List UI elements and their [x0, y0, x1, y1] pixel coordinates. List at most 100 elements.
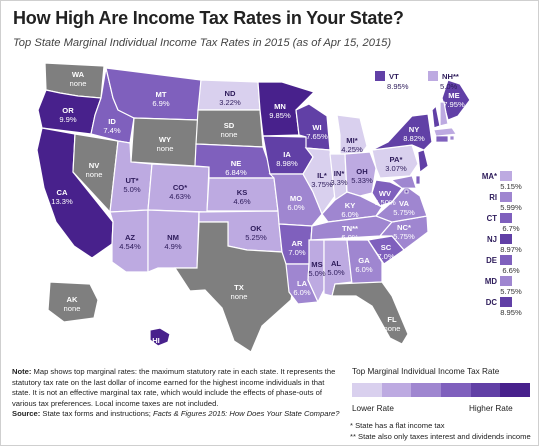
state-hi [149, 327, 171, 347]
state-label-va: VA [399, 199, 410, 208]
state-label-ky: KY [345, 201, 356, 210]
state-label-tx: TX [234, 283, 244, 292]
state-rate-hi: 11.0% [146, 345, 167, 354]
state-vt [431, 104, 441, 129]
callout-rate-dc: 8.95% [500, 308, 522, 317]
legend-swatch-6 [500, 383, 531, 397]
state-rate-ak: none [64, 304, 81, 313]
state-rate-ne: 6.84% [225, 168, 247, 177]
state-rate-wy: none [157, 144, 174, 153]
state-ri [449, 135, 455, 141]
state-rate-ar: 7.0% [288, 248, 306, 257]
state-rate-sd: none [221, 130, 238, 139]
note-text: Map shows top marginal rates: the maximu… [12, 367, 336, 408]
state-label-pa: PA* [390, 155, 403, 164]
state-md [391, 175, 417, 189]
state-ct [435, 135, 449, 143]
state-tx [173, 221, 297, 353]
legend-swatch-2 [381, 383, 412, 397]
state-rate-me: 7.95% [443, 100, 465, 109]
state-rate-nm: 4.9% [164, 242, 182, 251]
state-rate-wi: 7.65% [306, 132, 328, 141]
state-rate-va: 5.75% [393, 208, 415, 217]
state-label-ia: IA [283, 150, 291, 159]
state-rate-ok: 5.25% [245, 233, 267, 242]
state-rate-oh: 5.33% [351, 176, 373, 185]
state-label-nm: NM [167, 233, 179, 242]
state-ak [47, 281, 99, 323]
state-label-nd: ND [225, 89, 236, 98]
callout-swatch-nh [428, 71, 438, 81]
state-label-ms: MS [311, 260, 322, 269]
legend-swatch-5 [470, 383, 501, 397]
state-label-il: IL* [317, 171, 327, 180]
state-label-id: ID [108, 117, 116, 126]
state-rate-mt: 6.9% [152, 99, 170, 108]
state-label-or: OR [62, 106, 74, 115]
footnote-flat-tax: * State has a flat income tax [350, 421, 445, 430]
state-rate-tn: 6.0% [341, 233, 359, 242]
state-label-nv: NV [89, 161, 100, 170]
state-label-sd: SD [224, 121, 235, 130]
state-label-sc: SC [381, 243, 392, 252]
state-ma [433, 127, 457, 137]
state-label-nh: NH** [442, 72, 459, 81]
state-label-wv: WV [379, 189, 392, 198]
state-de [415, 175, 421, 185]
note-block: Note: Map shows top marginal rates: the … [12, 367, 342, 420]
state-rate-mo: 6.0% [287, 203, 305, 212]
state-layer [36, 62, 471, 353]
callout-swatch-vt [375, 71, 385, 81]
state-rate-mi: 4.25% [341, 145, 363, 154]
callout-swatch-nj [500, 234, 512, 244]
callout-label-de: DE [486, 256, 497, 265]
state-rate-nd: 3.22% [219, 98, 241, 107]
callout-rate-de: 6.6% [502, 266, 520, 275]
state-ny [371, 113, 433, 151]
callout-label-ct: CT [487, 214, 498, 223]
state-rate-nc: 5.75% [393, 232, 415, 241]
state-rate-la: 6.0% [293, 288, 311, 297]
legend-high-label: Higher Rate [469, 404, 513, 413]
state-label-fl: FL [387, 315, 397, 324]
state-nj [417, 149, 429, 173]
state-label-wy: WY [159, 135, 171, 144]
state-rate-ia: 8.98% [276, 159, 298, 168]
state-label-ok: OK [250, 224, 262, 233]
callout-label-ri: RI [489, 193, 497, 202]
state-label-ut: UT* [125, 176, 138, 185]
state-label-wi: WI [312, 123, 321, 132]
state-rate-or: 9.9% [59, 115, 77, 124]
state-label-tn: TN** [342, 224, 358, 233]
state-label-ca: CA [57, 188, 68, 197]
state-label-me: ME [448, 91, 459, 100]
callout-label-nj: NJ [487, 235, 497, 244]
state-rate-in: 3.3% [330, 178, 348, 187]
state-rate-nh: 5.0% [440, 82, 458, 91]
callout-rate-nj: 8.97% [500, 245, 522, 254]
state-rate-nv: none [86, 170, 103, 179]
legend-title: Top Marginal Individual Income Tax Rate [352, 367, 500, 376]
state-rate-ms: 5.0% [308, 269, 326, 278]
callout-swatch-dc [500, 297, 512, 307]
state-label-ny: NY [409, 125, 420, 134]
state-rate-ga: 6.0% [355, 265, 373, 274]
callout-rate-md: 5.75% [500, 287, 522, 296]
callout-label-ma: MA* [482, 172, 498, 181]
state-label-ga: GA [358, 256, 370, 265]
legend-swatch-1 [352, 383, 382, 397]
callout-label-md: MD [485, 277, 497, 286]
state-label-ne: NE [231, 159, 242, 168]
callout-label-dc: DC [486, 298, 498, 307]
state-rate-ut: 5.0% [123, 185, 141, 194]
legend-low-label: Lower Rate [352, 404, 394, 413]
source-text: State tax forms and instructions; [42, 409, 153, 419]
state-label-wa: WA [72, 70, 85, 79]
state-rate-fl: none [384, 324, 401, 333]
callout-rate-ct: 6.7% [502, 224, 520, 233]
footnote-interest-dividends: ** State also only taxes interest and di… [350, 432, 531, 441]
callout-swatch-md [500, 276, 512, 286]
state-nh [439, 101, 449, 127]
state-rate-ks: 4.6% [233, 197, 251, 206]
